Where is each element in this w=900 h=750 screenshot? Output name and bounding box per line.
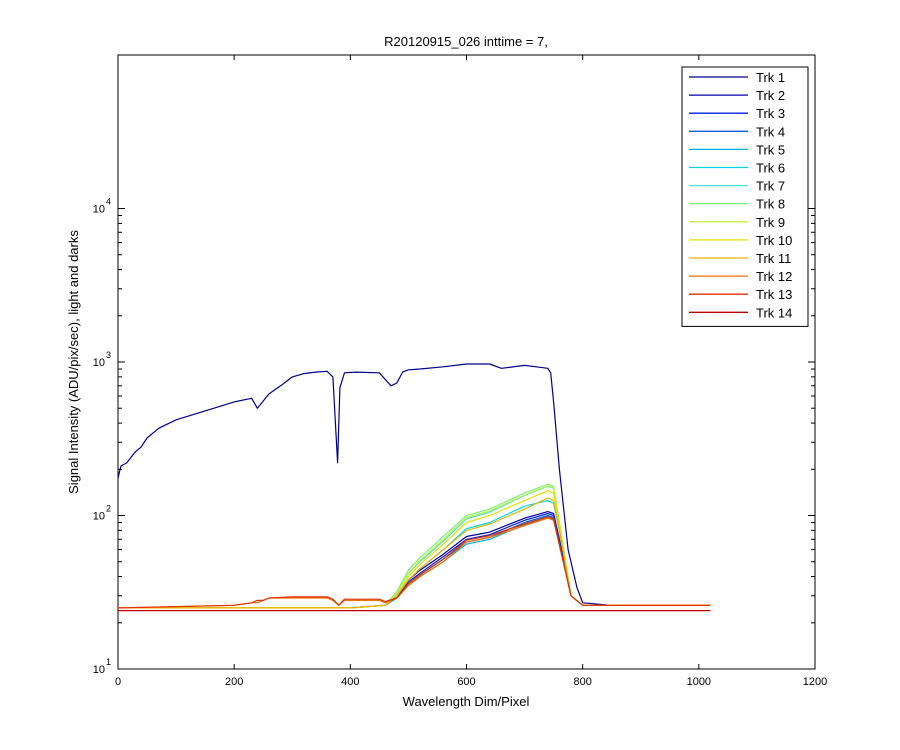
y-axis-label: Signal Intensity (ADU/pix/sec), light an… [66, 230, 81, 494]
legend-label: Trk 2 [756, 88, 785, 103]
series-line-trk-13 [118, 516, 711, 609]
y-tick-exponent: 4 [106, 197, 111, 207]
y-tick-exponent: 1 [106, 657, 111, 667]
legend-label: Trk 4 [756, 124, 785, 139]
x-axis-label: Wavelength Dim/Pixel [403, 694, 530, 709]
y-tick-exponent: 3 [106, 350, 111, 360]
legend-label: Trk 9 [756, 215, 785, 230]
x-tick-label: 0 [115, 676, 121, 688]
y-tick-label: 10 [93, 664, 105, 676]
legend-label: Trk 13 [756, 287, 792, 302]
legend: Trk 1 Trk 2 Trk 3 Trk 4 Trk 5 Trk 6 Trk 7 Trk 8… [681, 66, 809, 327]
y-tick-exponent: 2 [106, 504, 111, 514]
x-tick-label: 1000 [687, 676, 711, 688]
legend-label: Trk 6 [756, 161, 785, 176]
legend-label: Trk 3 [756, 106, 785, 121]
legend-label: Trk 5 [756, 142, 785, 157]
legend-label: Trk 7 [756, 179, 785, 194]
legend-label: Trk 14 [756, 305, 792, 320]
x-tick-label: 800 [573, 676, 591, 688]
y-tick-label: 10 [93, 511, 105, 523]
legend-label: Trk 1 [756, 70, 785, 85]
legend-label: Trk 10 [756, 233, 792, 248]
legend-label: Trk 8 [756, 197, 785, 212]
legend-label: Trk 12 [756, 269, 792, 284]
legend-box [681, 66, 809, 327]
x-tick-label: 200 [225, 676, 243, 688]
x-tick-label: 400 [341, 676, 359, 688]
legend-label: Trk 11 [756, 251, 791, 266]
y-tick-label: 10 [93, 204, 105, 216]
series-lines [118, 363, 711, 612]
chart-title: R20120915_026 inttime = 7, [384, 34, 548, 49]
x-tick-label: 600 [457, 676, 475, 688]
series-line-trk-1 [118, 363, 711, 606]
x-tick-label: 1200 [803, 676, 827, 688]
y-tick-label: 10 [93, 357, 105, 369]
